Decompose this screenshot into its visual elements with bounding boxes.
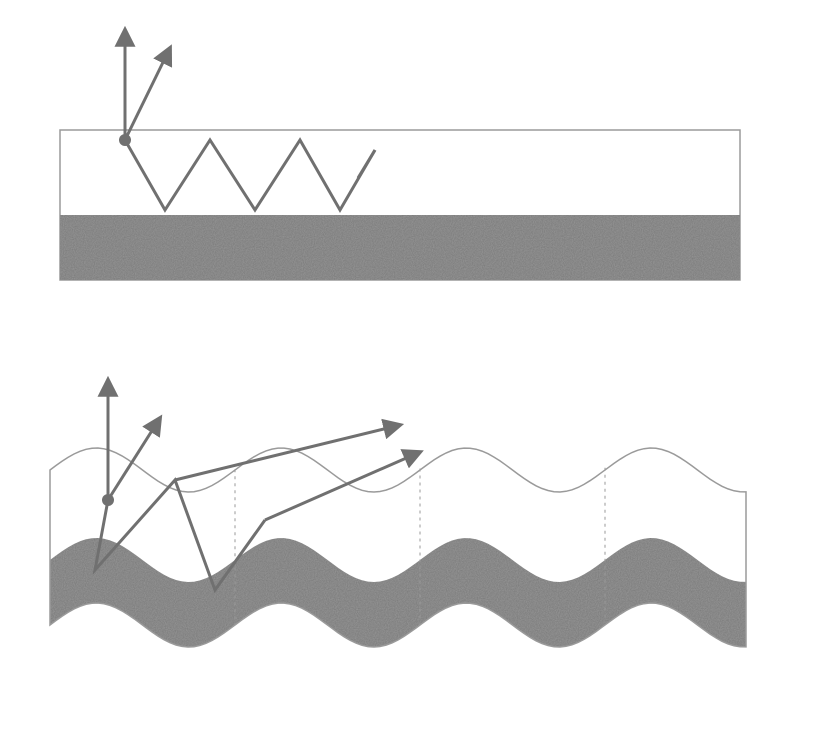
substrate-wavy-layer xyxy=(50,538,746,647)
escape-arrow-1 xyxy=(108,418,160,500)
diagram-wavy-layer xyxy=(50,380,746,647)
escape-arrow-2 xyxy=(175,425,400,480)
escape-arrow-1 xyxy=(125,48,170,140)
trapped-ray-zigzag xyxy=(125,140,375,210)
diagram-flat-layer xyxy=(60,30,740,280)
substrate-layer xyxy=(60,215,740,280)
